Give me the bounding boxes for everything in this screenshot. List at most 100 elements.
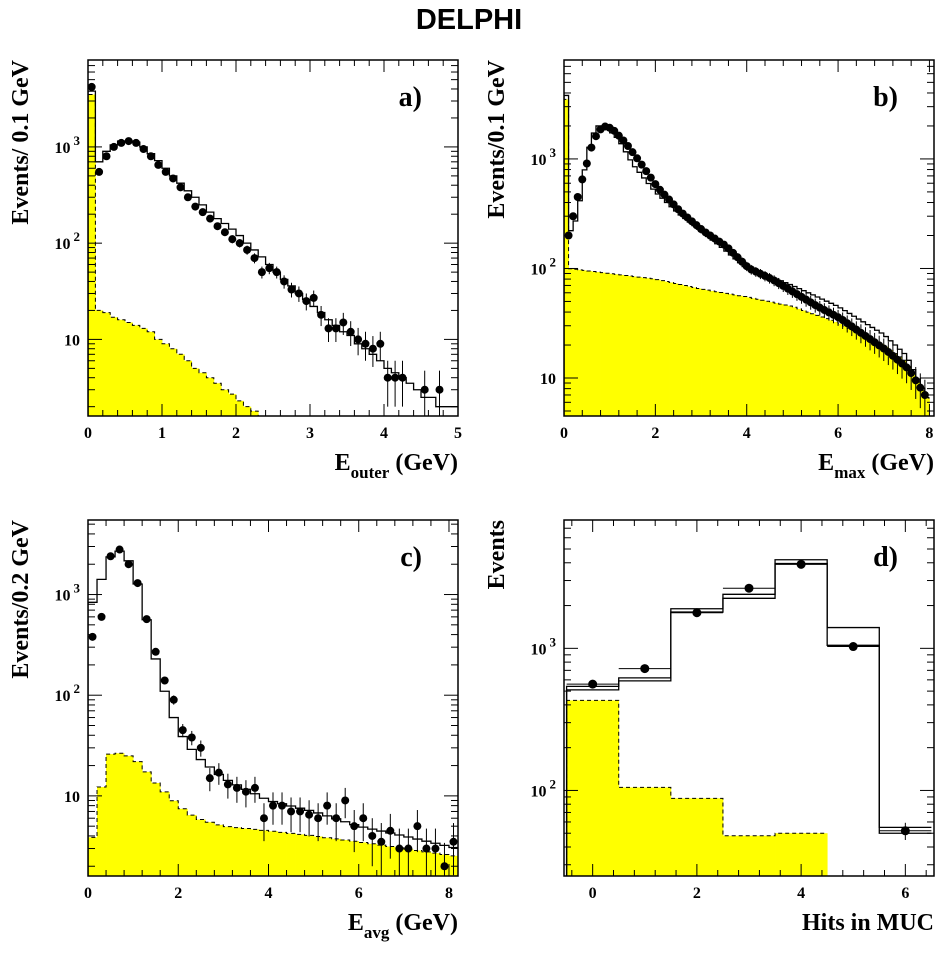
x-axis-title-sub: avg [364, 923, 390, 942]
background-bin [819, 316, 825, 416]
background-bin [897, 356, 903, 416]
data-point [102, 152, 111, 161]
data-point [95, 167, 104, 176]
x-tick-label: 4 [380, 425, 388, 442]
background-bin [154, 339, 163, 416]
background-bin [865, 337, 871, 416]
data-point [431, 844, 440, 853]
background-bin [250, 411, 259, 416]
background-bin [132, 325, 141, 416]
background-bin [178, 808, 188, 876]
data-point [359, 814, 368, 823]
data-point [637, 160, 646, 169]
x-tick-label: 8 [445, 885, 453, 902]
x-tick-label: 3 [306, 425, 314, 442]
data-point [178, 726, 187, 735]
x-tick-label: 2 [174, 885, 182, 902]
data-point [154, 160, 163, 169]
data-point [196, 743, 205, 752]
background-bin [796, 308, 802, 416]
data-point [305, 810, 314, 819]
data-point [578, 175, 587, 184]
background-bin [678, 284, 684, 416]
background-bin [124, 755, 134, 876]
background-bin [102, 312, 111, 416]
x-tick-label: 1 [158, 425, 166, 442]
background-bin [97, 787, 107, 876]
background-bin [902, 360, 907, 416]
x-axis-title-main: E [818, 450, 834, 476]
background-bin [618, 274, 624, 416]
background-bin [125, 322, 133, 416]
y-tick-label: 10 3 [55, 133, 81, 157]
background-bin [722, 835, 776, 876]
data-point [314, 814, 323, 823]
x-tick-label: 8 [925, 425, 933, 442]
background-bin [664, 281, 670, 416]
data-point [619, 136, 628, 145]
data-point [587, 143, 596, 152]
background-bin [412, 850, 423, 876]
y-tick-label: 10 2 [55, 681, 81, 705]
background-bin [838, 323, 844, 416]
data-point [220, 228, 229, 237]
data-point [223, 780, 232, 789]
background-bin [920, 390, 926, 416]
data-point [257, 268, 266, 277]
data-point [265, 264, 274, 273]
background-bin [142, 771, 152, 876]
data-point [911, 376, 920, 385]
data-point [272, 268, 281, 277]
data-point [386, 826, 395, 835]
data-point [124, 137, 133, 146]
background-bin [847, 328, 853, 416]
background-bin [232, 827, 242, 876]
background-bin [755, 299, 761, 416]
background-histogram [88, 752, 458, 876]
y-tick-base: 10 [55, 236, 71, 253]
figure-title: DELPHI [415, 4, 523, 36]
background-bin [860, 334, 866, 416]
background-bin [223, 826, 233, 876]
background-bin [673, 283, 679, 416]
data-point [651, 180, 660, 189]
data-point [744, 583, 754, 593]
background-bin [719, 292, 725, 416]
background-bin [568, 268, 574, 416]
data-point [169, 695, 178, 704]
background-bin [705, 290, 711, 416]
data-point [323, 801, 332, 810]
background-bin [566, 700, 620, 876]
x-tick-label: 4 [743, 425, 751, 442]
data-point [133, 579, 142, 588]
data-points [88, 82, 444, 416]
data-point [920, 390, 929, 399]
background-outline [88, 752, 458, 876]
background-bin [742, 296, 748, 416]
data-point [287, 807, 296, 816]
data-point [117, 138, 126, 147]
x-axis-title: Eavg (GeV) [348, 910, 458, 942]
background-bin [655, 279, 661, 416]
data-point [902, 363, 911, 372]
x-axis-title-unit: (GeV) [389, 910, 458, 936]
background-bin [385, 846, 396, 876]
plot-area [88, 545, 458, 876]
background-bin [196, 819, 206, 876]
background-bin [577, 269, 583, 416]
x-tick-label: 4 [264, 885, 272, 902]
background-bin [88, 94, 96, 416]
data-point [142, 615, 151, 624]
x-tick-label: 0 [84, 425, 92, 442]
background-histogram [88, 94, 281, 416]
background-bin [176, 354, 185, 416]
data-point [124, 560, 133, 569]
background-bin [614, 274, 620, 416]
background-bin [691, 287, 697, 416]
data-point [413, 822, 422, 831]
background-bin [787, 305, 793, 416]
x-tick-label: 0 [84, 885, 92, 902]
plot-frame [563, 519, 935, 877]
